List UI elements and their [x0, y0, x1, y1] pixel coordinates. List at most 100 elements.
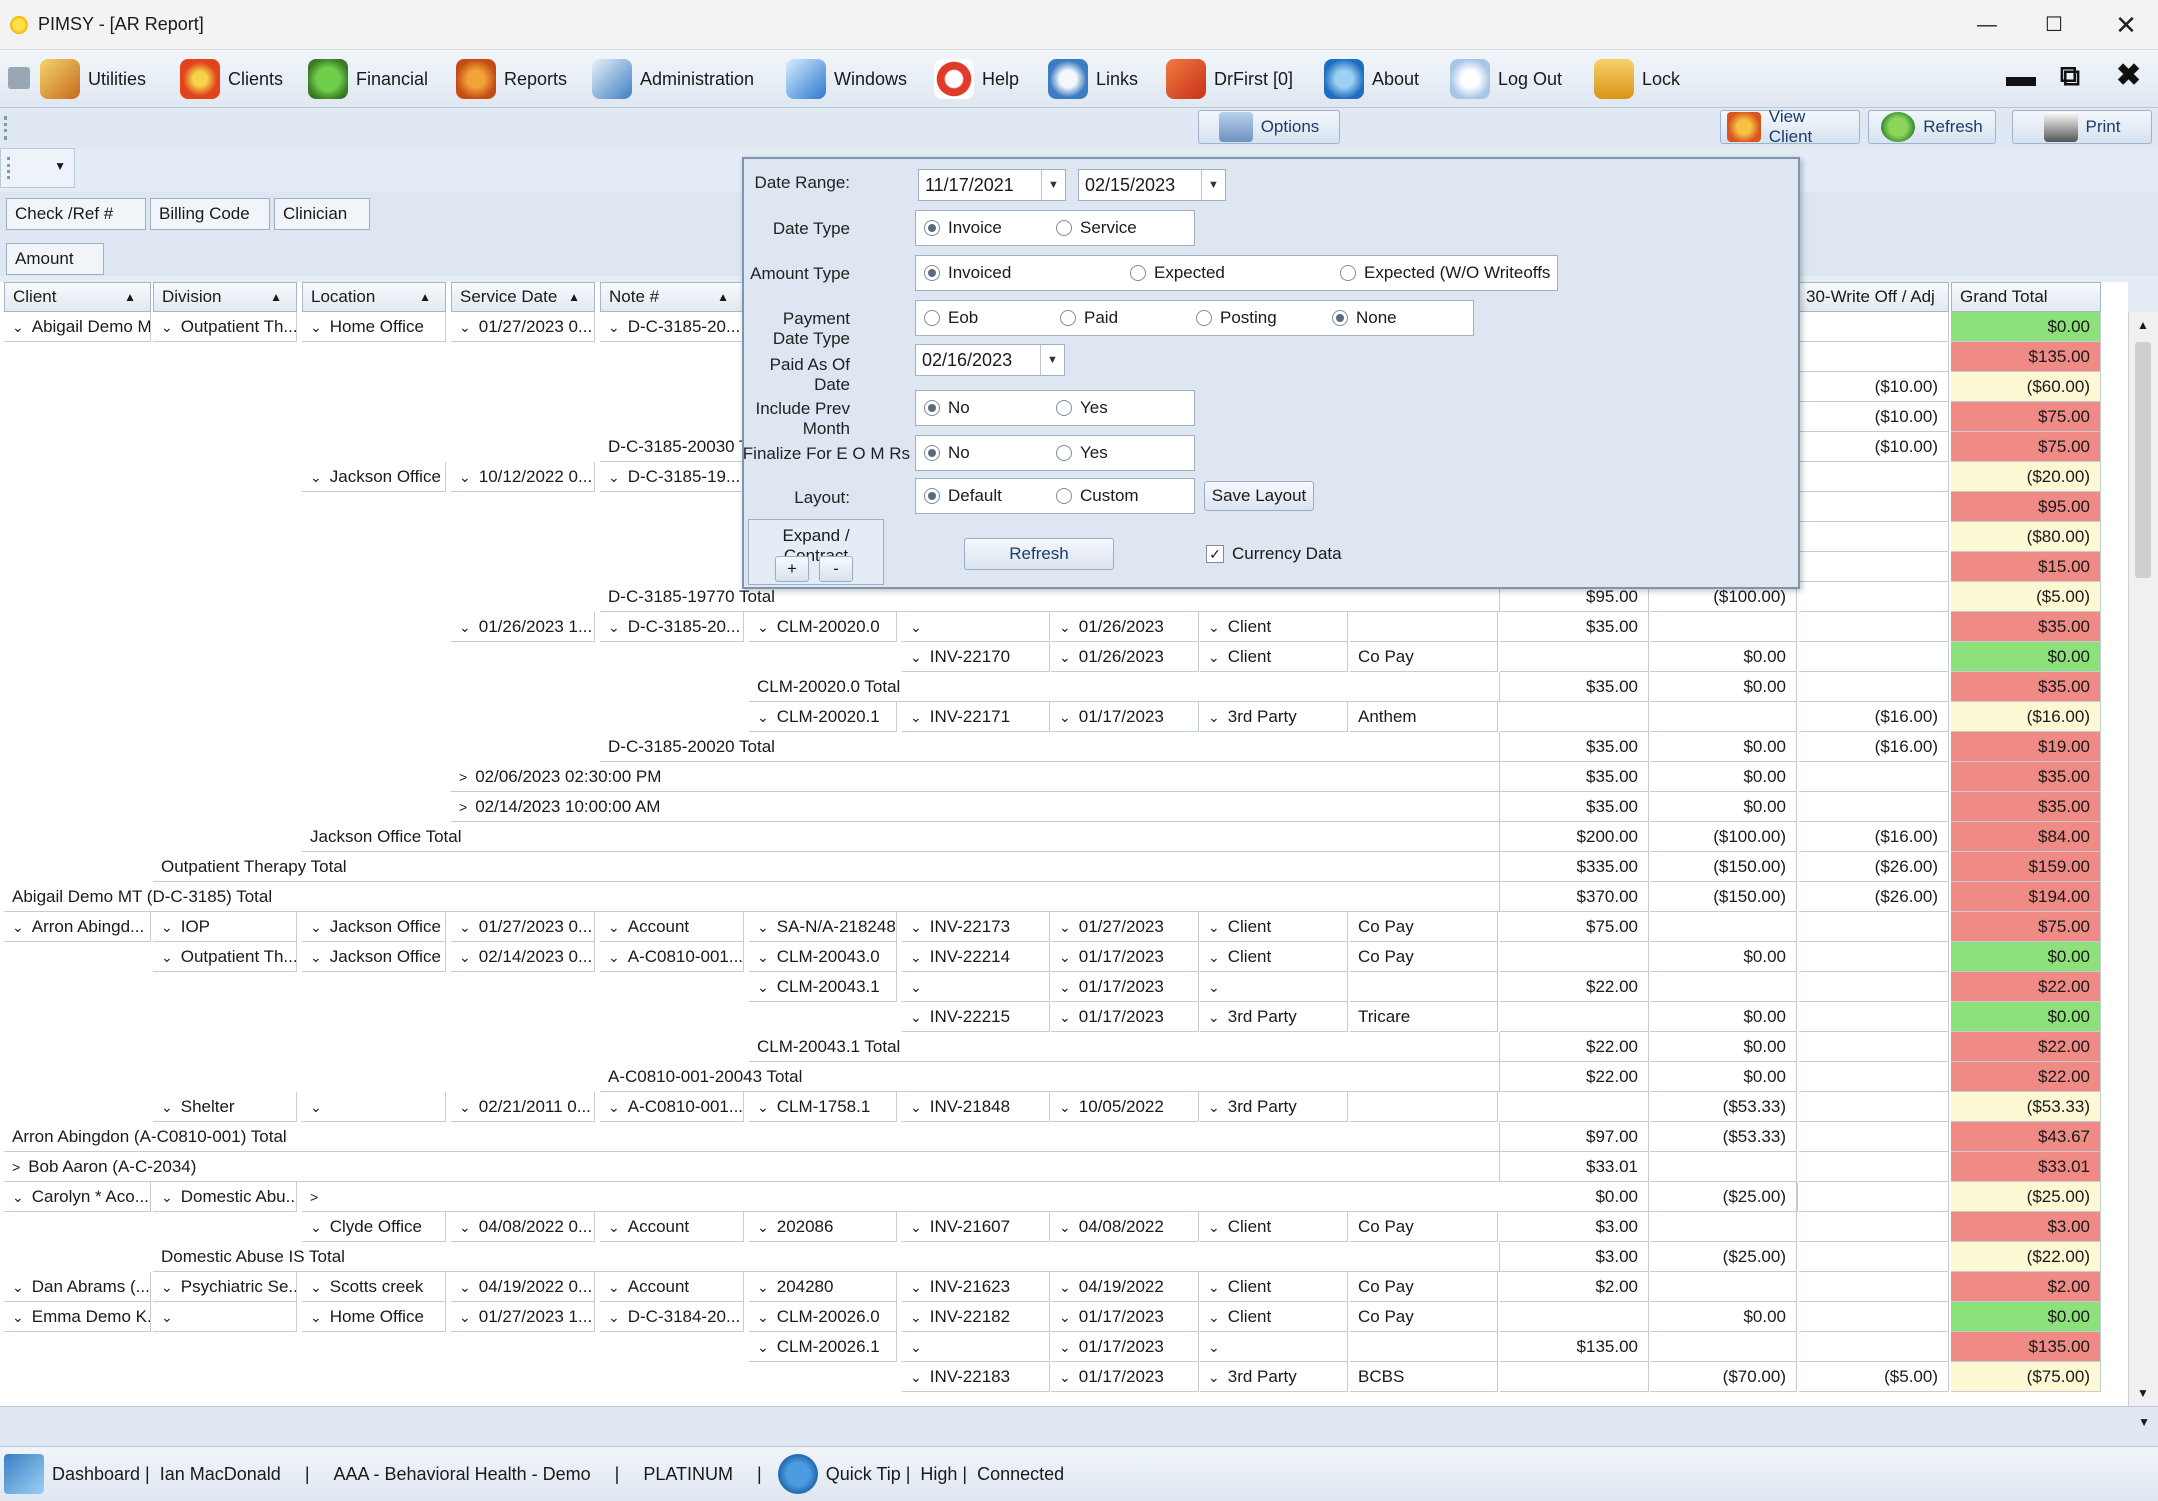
service-date-cell[interactable]: ⌄ 10/12/2022 0...	[451, 462, 595, 492]
chevron-down-icon[interactable]: ⌄	[1208, 919, 1220, 935]
invoice-cell[interactable]: ⌄ INV-22173	[902, 912, 1050, 942]
chevron-down-icon[interactable]: ⌄	[459, 619, 471, 635]
chevron-down-icon[interactable]: ⌄	[12, 319, 24, 335]
invoice-date-cell[interactable]: ⌄ 01/17/2023	[1051, 1332, 1199, 1362]
chevron-down-icon[interactable]: ⌄	[459, 1309, 471, 1325]
chevron-down-icon[interactable]: ⌄	[161, 919, 173, 935]
quick-tip-icon[interactable]	[777, 1454, 818, 1494]
chevron-down-icon[interactable]: ⌄	[1059, 1219, 1071, 1235]
chevron-down-icon[interactable]: ⌄	[910, 619, 922, 635]
chevron-down-icon[interactable]: ⌄	[1059, 1099, 1071, 1115]
note-cell[interactable]: ⌄ D-C-3184-20...	[600, 1302, 744, 1332]
maximize-window-button[interactable]: ☐	[2045, 14, 2063, 36]
service-date-cell[interactable]: ⌄ 04/08/2022 0...	[451, 1212, 595, 1242]
chevron-down-icon[interactable]: ⌄	[1059, 709, 1071, 725]
chevron-down-icon[interactable]: ⌄	[459, 1279, 471, 1295]
chevron-down-icon[interactable]: ⌄	[161, 1309, 173, 1325]
scroll-thumb[interactable]	[2135, 342, 2151, 578]
chevron-right-icon[interactable]: >	[459, 769, 468, 785]
column-header-write-off[interactable]: 30-Write Off / Adj	[1797, 282, 1949, 312]
note-cell[interactable]: ⌄ D-C-3185-20...	[600, 612, 744, 642]
chevron-down-icon[interactable]: ⌄	[757, 709, 769, 725]
chevron-down-icon[interactable]: ⌄	[608, 619, 620, 635]
invoice-cell[interactable]: ⌄ INV-21623	[902, 1272, 1050, 1302]
payer-type-cell[interactable]: ⌄ Client	[1200, 1302, 1348, 1332]
claim-cell[interactable]: ⌄ 204280	[749, 1272, 897, 1302]
chevron-down-icon[interactable]: ⌄	[161, 949, 173, 965]
mdi-restore-icon[interactable]: ⧉	[2060, 60, 2080, 91]
payer-type-cell[interactable]: ⌄ 3rd Party	[1200, 1362, 1348, 1392]
grid-horizontal-scrollbar[interactable]: ▼	[0, 1406, 2158, 1446]
division-cell[interactable]: ⌄ Outpatient Th...	[153, 312, 297, 342]
invoice-cell[interactable]: ⌄	[902, 612, 1050, 642]
chevron-down-icon[interactable]: ⌄	[910, 709, 922, 725]
client-cell[interactable]: ⌄ Dan Abrams (...	[4, 1272, 151, 1302]
chevron-down-icon[interactable]: ⌄	[910, 979, 922, 995]
chevron-down-icon[interactable]: ⌄	[161, 1189, 173, 1205]
grid-vertical-scrollbar[interactable]: ▲ ▼	[2128, 312, 2158, 1406]
note-cell[interactable]: ⌄ D-C-3185-19...	[600, 462, 744, 492]
service-date-cell[interactable]: ⌄ 01/26/2023 1...	[451, 612, 595, 642]
chevron-down-icon[interactable]: ⌄	[608, 1279, 620, 1295]
menu-help[interactable]: Help	[934, 56, 1019, 102]
invoice-cell[interactable]: ⌄ INV-22215	[902, 1002, 1050, 1032]
chevron-down-icon[interactable]: ⌄	[1208, 1309, 1220, 1325]
chevron-down-icon[interactable]: ⌄	[12, 919, 24, 935]
print-button[interactable]: Print	[2012, 110, 2152, 144]
chevron-down-icon[interactable]: ⌄	[757, 1219, 769, 1235]
chevron-down-icon[interactable]: ⌄	[910, 1219, 922, 1235]
chevron-down-icon[interactable]: ⌄	[12, 1309, 24, 1325]
client-cell[interactable]: ⌄Abigail Demo MT ...	[4, 312, 151, 342]
chevron-down-icon[interactable]: ⌄	[310, 1279, 322, 1295]
save-layout-button[interactable]: Save Layout	[1204, 481, 1314, 511]
payer-type-cell[interactable]: ⌄ Client	[1200, 1272, 1348, 1302]
chevron-down-icon[interactable]: ⌄	[459, 469, 471, 485]
invoice-date-cell[interactable]: ⌄ 01/17/2023	[1051, 1362, 1199, 1392]
chevron-down-icon[interactable]: ⌄	[310, 1099, 322, 1115]
division-cell[interactable]: ⌄ IOP	[153, 912, 297, 942]
chevron-down-icon[interactable]: ⌄	[608, 319, 620, 335]
chevron-right-icon[interactable]: >	[12, 1159, 21, 1175]
invoice-date-cell[interactable]: ⌄ 01/26/2023	[1051, 642, 1199, 672]
finalize-no-radio[interactable]: No	[924, 443, 970, 463]
chevron-down-icon[interactable]: ⌄	[310, 1219, 322, 1235]
chevron-down-icon[interactable]: ⌄	[910, 1369, 922, 1385]
menu-log-out[interactable]: Log Out	[1450, 56, 1562, 102]
claim-cell[interactable]: ⌄ CLM-1758.1	[749, 1092, 897, 1122]
chevron-down-icon[interactable]: ⌄	[12, 1279, 24, 1295]
group-field-billing-code[interactable]: Billing Code	[150, 198, 270, 230]
chevron-down-icon[interactable]: ⌄	[608, 949, 620, 965]
chevron-down-icon[interactable]: ⌄	[757, 949, 769, 965]
date-from-combo[interactable]: 11/17/2021 ▼	[918, 169, 1066, 201]
chevron-right-icon[interactable]: >	[459, 799, 468, 815]
invoice-cell[interactable]: ⌄	[902, 972, 1050, 1002]
chevron-down-icon[interactable]: ⌄	[1208, 709, 1220, 725]
division-cell[interactable]: ⌄ Outpatient Th...	[153, 942, 297, 972]
chevron-down-icon[interactable]: ⌄	[910, 1339, 922, 1355]
chevron-down-icon[interactable]: ⌄	[1208, 949, 1220, 965]
chevron-down-icon[interactable]: ⌄	[1059, 1339, 1071, 1355]
client-cell[interactable]: ⌄ Carolyn * Aco...	[4, 1182, 151, 1212]
chevron-down-icon[interactable]: ⌄	[608, 1099, 620, 1115]
service-date-collapsed-row[interactable]: >02/06/2023 02:30:00 PM	[451, 762, 1500, 792]
invoice-cell[interactable]: ⌄	[902, 1332, 1050, 1362]
refresh-toolbar-button[interactable]: Refresh	[1868, 110, 1996, 144]
chevron-down-icon[interactable]: ⌄	[757, 1279, 769, 1295]
division-cell[interactable]: ⌄ Shelter	[153, 1092, 297, 1122]
chevron-down-icon[interactable]: ⌄	[161, 319, 173, 335]
location-cell[interactable]: ⌄ Scotts creek	[302, 1272, 446, 1302]
invoice-date-cell[interactable]: ⌄ 01/17/2023	[1051, 1302, 1199, 1332]
chevron-down-icon[interactable]: ⌄	[608, 919, 620, 935]
chevron-down-icon[interactable]: ⌄	[310, 1309, 322, 1325]
chevron-down-icon[interactable]: ⌄	[459, 1099, 471, 1115]
date-type-service-radio[interactable]: Service	[1056, 218, 1137, 238]
client-collapsed-row[interactable]: > Bob Aaron (A-C-2034)	[4, 1152, 1500, 1182]
invoice-date-cell[interactable]: ⌄ 01/17/2023	[1051, 702, 1199, 732]
app-menu-icon[interactable]	[8, 67, 30, 89]
chevron-down-icon[interactable]: ⌄	[310, 469, 322, 485]
chevron-down-icon[interactable]: ⌄	[310, 919, 322, 935]
invoice-date-cell[interactable]: ⌄ 01/26/2023	[1051, 612, 1199, 642]
mdi-minimize-icon[interactable]: ▬	[2006, 60, 2036, 93]
menu-clients[interactable]: Clients	[180, 56, 283, 102]
chevron-down-icon[interactable]: ⌄	[1208, 1369, 1220, 1385]
